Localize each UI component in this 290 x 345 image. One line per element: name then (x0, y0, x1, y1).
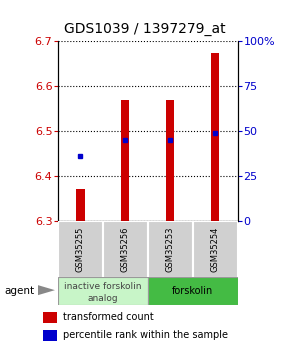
Bar (166, 100, 174, 221)
Bar (43, 330, 57, 341)
Text: agent: agent (4, 286, 35, 296)
Bar (122, 100, 129, 221)
Text: GSM35256: GSM35256 (121, 227, 130, 272)
Text: GSM35255: GSM35255 (76, 227, 85, 272)
Bar (103, 221, 148, 278)
Bar (193, 221, 238, 278)
Text: forskolin: forskolin (172, 286, 213, 296)
Text: GSM35253: GSM35253 (166, 227, 175, 272)
Text: GSM35254: GSM35254 (211, 227, 220, 272)
Text: percentile rank within the sample: percentile rank within the sample (63, 330, 228, 340)
Bar (58, 277, 148, 305)
Bar (211, 53, 219, 221)
Text: transformed count: transformed count (63, 312, 154, 322)
Bar (148, 221, 193, 278)
Bar (148, 277, 238, 305)
Polygon shape (38, 285, 55, 295)
Text: analog: analog (88, 294, 118, 303)
Bar (58, 221, 103, 278)
Text: inactive forskolin: inactive forskolin (64, 283, 142, 292)
Bar (77, 189, 84, 221)
Bar (43, 312, 57, 323)
Text: GDS1039 / 1397279_at: GDS1039 / 1397279_at (64, 22, 226, 36)
